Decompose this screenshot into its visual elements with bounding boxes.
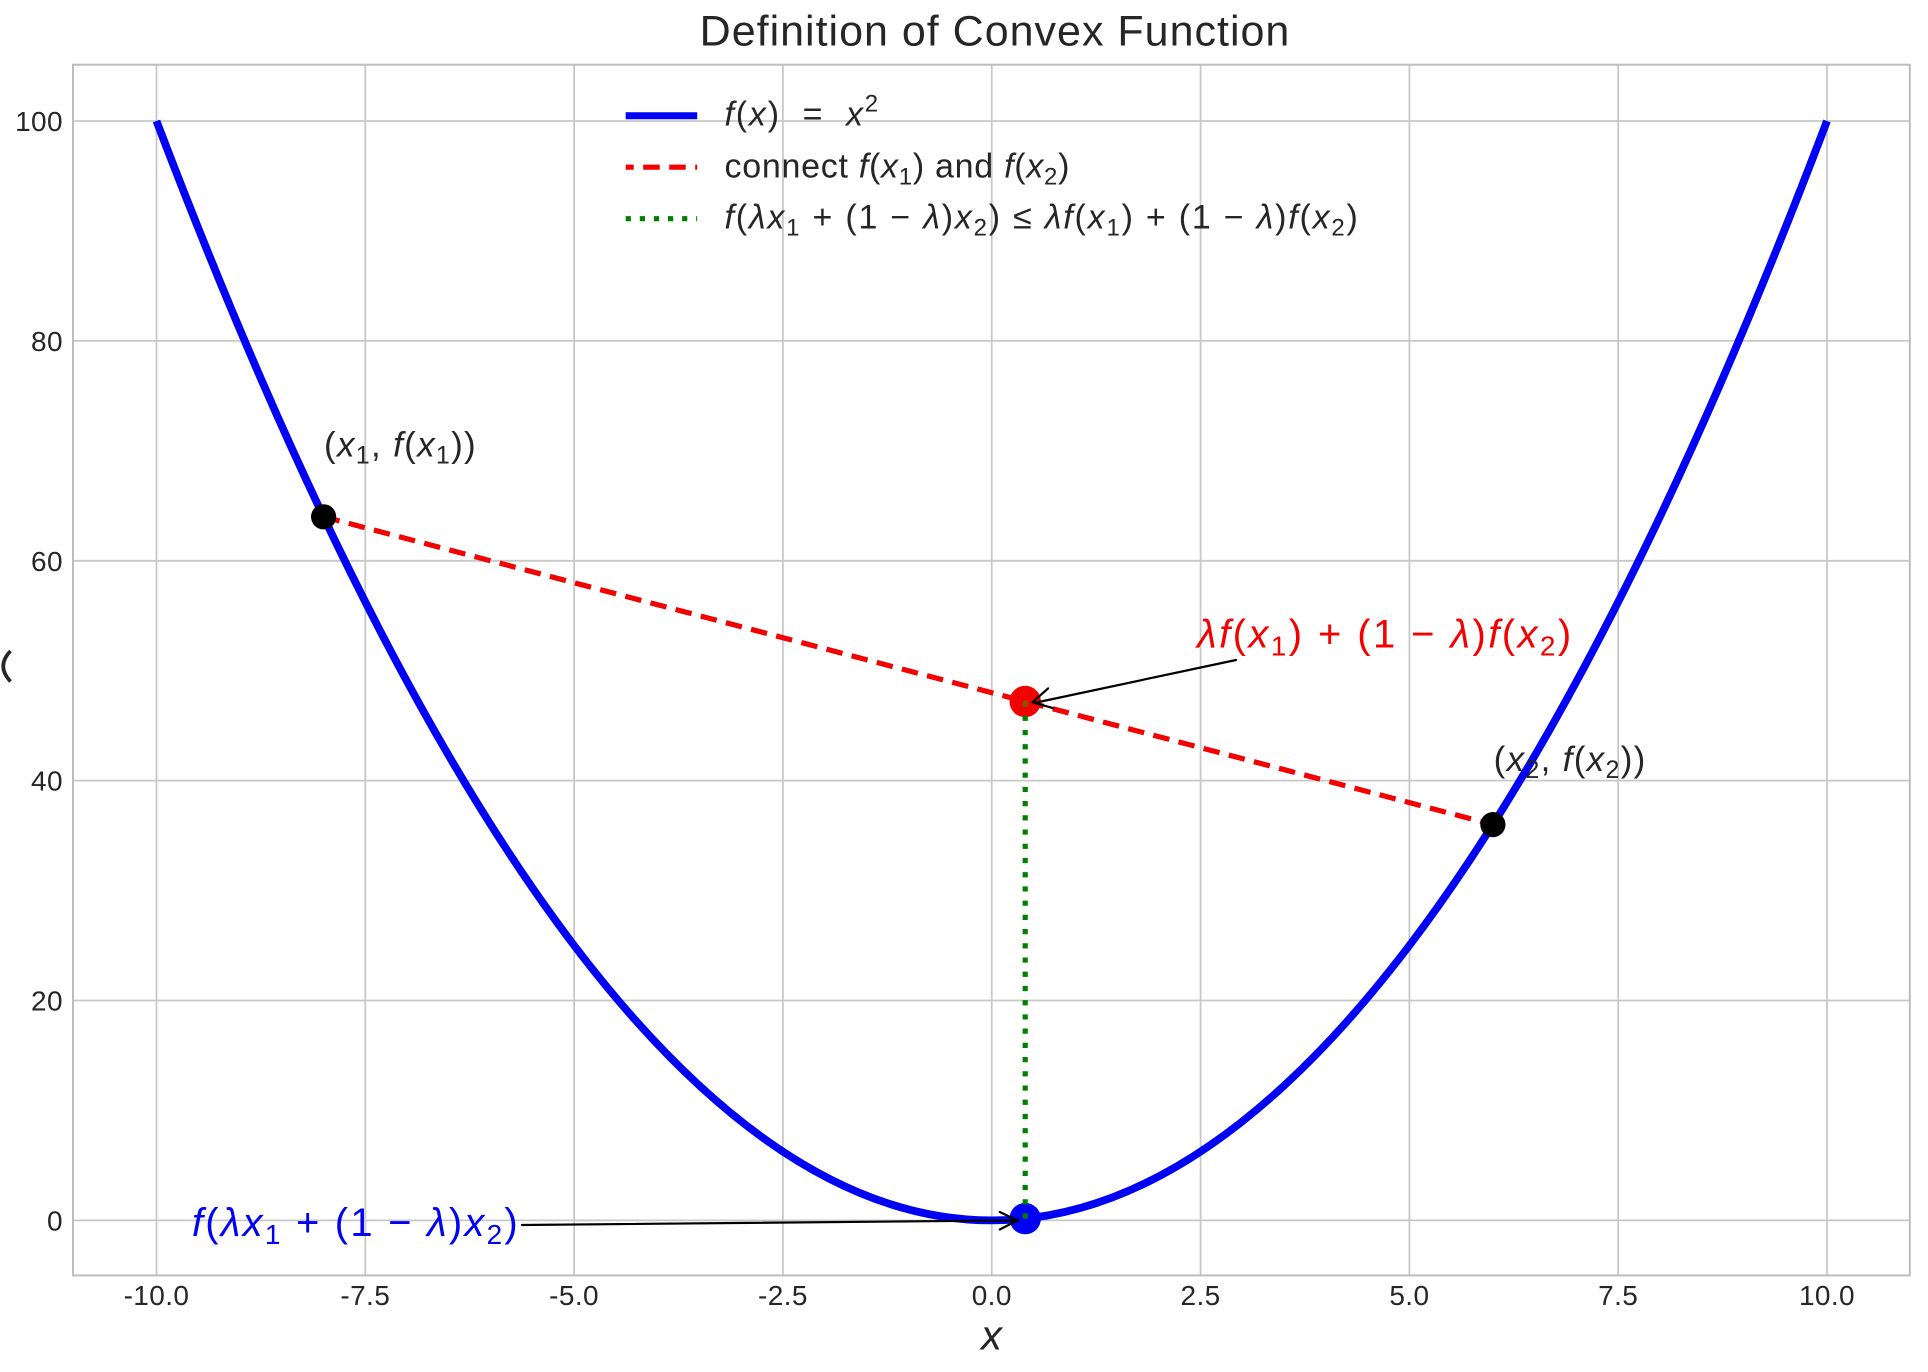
svg-text:40: 40 (31, 766, 63, 797)
svg-text:-2.5: -2.5 (758, 1280, 808, 1311)
svg-text:-7.5: -7.5 (340, 1280, 390, 1311)
svg-text:connect f(x1) and f(x2): connect f(x1) and f(x2) (725, 148, 1071, 191)
svg-text:10.0: 10.0 (1799, 1280, 1855, 1311)
svg-text:5.0: 5.0 (1389, 1280, 1429, 1311)
svg-text:60: 60 (31, 546, 63, 577)
svg-text:0: 0 (47, 1205, 63, 1236)
svg-text:f(x) = x2: f(x) = x2 (725, 91, 880, 134)
svg-text:f(λx1 + (1 − λ)x2) ≤ λf(x1) +: f(λx1 + (1 − λ)x2) ≤ λf(x1) + (1 − λ)f(x… (725, 199, 1360, 242)
svg-text:20: 20 (31, 986, 63, 1017)
svg-text:λf(x1) + (1 − λ)f(x2): λf(x1) + (1 − λ)f(x2) (1195, 613, 1574, 662)
svg-text:100: 100 (15, 106, 63, 137)
svg-text:0.0: 0.0 (972, 1280, 1012, 1311)
svg-text:-10.0: -10.0 (124, 1280, 190, 1311)
svg-text:f(λx1 + (1 − λ)x2): f(λx1 + (1 − λ)x2) (192, 1201, 520, 1250)
svg-text:-5.0: -5.0 (549, 1280, 599, 1311)
svg-text:2.5: 2.5 (1181, 1280, 1221, 1311)
svg-text:Definition of Convex Function: Definition of Convex Function (700, 8, 1291, 56)
svg-text:(x2, f(x2)): (x2, f(x2)) (1494, 740, 1647, 784)
svg-text:7.5: 7.5 (1598, 1280, 1638, 1311)
svg-text:80: 80 (31, 326, 63, 357)
svg-text:x: x (979, 1312, 1004, 1359)
svg-text:(x1, f(x1)): (x1, f(x1)) (324, 426, 477, 470)
